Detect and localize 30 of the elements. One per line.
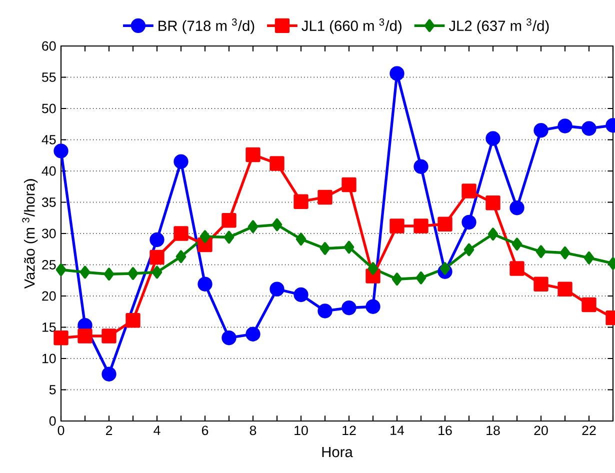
x-tick-label: 12 bbox=[342, 426, 356, 436]
y-tick-label: 25 bbox=[42, 260, 56, 270]
x-tick-label: 20 bbox=[534, 426, 548, 436]
x-axis-title: Hora bbox=[322, 446, 353, 458]
x-tick-label: 16 bbox=[438, 426, 452, 436]
x-tick-label: 10 bbox=[294, 426, 308, 436]
x-tick-label: 8 bbox=[250, 426, 256, 436]
x-tick-label: 0 bbox=[58, 426, 64, 436]
legend-label: BR (718 m $^{3}$/d) bbox=[158, 18, 254, 34]
y-tick-label: 35 bbox=[42, 198, 56, 207]
y-tick-label: 5 bbox=[49, 385, 56, 394]
x-tick-label: 14 bbox=[390, 426, 404, 435]
x-tick-label: 22 bbox=[582, 426, 596, 436]
y-tick-label: 20 bbox=[42, 291, 56, 301]
legend-label: JL2 (637 m $^{3}$/d) bbox=[448, 18, 549, 34]
y-tick-label: 10 bbox=[42, 354, 56, 364]
y-tick-label: 15 bbox=[42, 322, 56, 332]
x-tick-label: 4 bbox=[154, 426, 160, 435]
x-tick-label: 2 bbox=[106, 426, 112, 436]
y-tick-label: 30 bbox=[42, 228, 56, 238]
y-tick-label: 55 bbox=[42, 72, 56, 82]
y-tick-label: 40 bbox=[42, 166, 56, 176]
y-axis-title: Vazão (m $^{3}$/hora) bbox=[22, 179, 38, 289]
x-tick-label: 6 bbox=[202, 426, 208, 436]
y-tick-label: 50 bbox=[42, 104, 56, 114]
legend-label: JL1 (660 m $^{3}$/d) bbox=[302, 18, 402, 34]
x-tick-label: 18 bbox=[486, 426, 500, 436]
y-tick-label: 60 bbox=[42, 41, 56, 51]
y-tick-label: 0 bbox=[49, 416, 56, 426]
y-tick-label: 45 bbox=[42, 135, 56, 144]
